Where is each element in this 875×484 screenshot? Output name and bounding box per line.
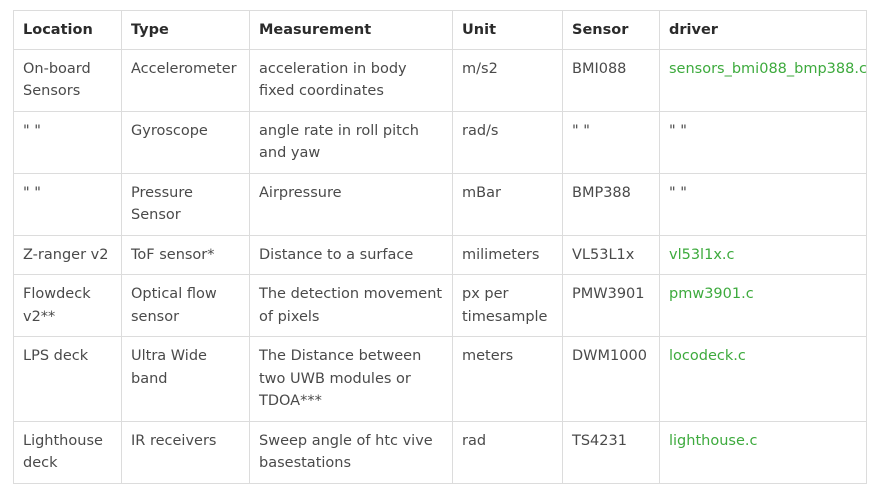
cell-measurement: Distance to a surface [249,234,453,275]
cell-unit: mBar [452,172,563,236]
cell-measurement: Airpressure [249,172,453,236]
driver-link-vl53l1x[interactable]: vl53l1x.c [669,246,735,263]
cell-driver: lighthouse.c [659,420,867,484]
header-measurement: Measurement [249,10,453,50]
cell-sensor: PMW3901 [562,274,660,337]
cell-sensor: DWM1000 [562,336,660,422]
cell-measurement: Sweep angle of htc vive basestations [249,420,453,484]
cell-type: Ultra Wide band [121,336,250,422]
header-type: Type [121,10,250,50]
cell-location: Z-ranger v2 [13,234,122,275]
cell-unit: rad/s [452,110,563,174]
table-row: Lighthouse deck IR receivers Sweep angle… [13,420,867,484]
cell-location: Lighthouse deck [13,420,122,484]
table-row: " " Gyroscope angle rate in roll pitch a… [13,110,867,174]
cell-sensor: VL53L1x [562,234,660,275]
header-location: Location [13,10,122,50]
table-row: Z-ranger v2 ToF sensor* Distance to a su… [13,234,867,275]
driver-link-locodeck[interactable]: locodeck.c [669,348,746,364]
cell-sensor: BMI088 [562,48,660,112]
cell-location: Flowdeck v2** [13,274,122,337]
cell-driver: locodeck.c [659,336,867,422]
cell-location: " " [13,110,122,174]
cell-driver: vl53l1x.c [659,234,867,275]
header-sensor: Sensor [562,10,660,50]
cell-measurement: acceleration in body fixed coordinates [249,48,453,112]
cell-unit: milimeters [452,234,563,275]
cell-unit: px per timesample [452,274,563,337]
cell-driver: sensors_bmi088_bmp388.c [659,48,867,112]
table-row: LPS deck Ultra Wide band The Distance be… [13,336,867,422]
cell-driver: pmw3901.c [659,274,867,337]
cell-type: Optical flow sensor [121,274,250,337]
cell-type: ToF sensor* [121,234,250,275]
cell-location: " " [13,172,122,236]
table-row: Flowdeck v2** Optical flow sensor The de… [13,274,867,337]
cell-type: Pressure Sensor [121,172,250,236]
cell-driver: " " [659,172,867,236]
cell-location: On-board Sensors [13,48,122,112]
driver-link-pmw3901[interactable]: pmw3901.c [669,286,754,302]
cell-sensor: BMP388 [562,172,660,236]
cell-unit: meters [452,336,563,422]
cell-unit: m/s2 [452,48,563,112]
cell-type: IR receivers [121,420,250,484]
cell-type: Gyroscope [121,110,250,174]
header-driver: driver [659,10,867,50]
cell-sensor: " " [562,110,660,174]
driver-link-sensors-bmi088-bmp388[interactable]: sensors_bmi088_bmp388.c [669,60,867,77]
table-row: " " Pressure Sensor Airpressure mBar BMP… [13,172,867,236]
cell-driver: " " [659,110,867,174]
cell-location: LPS deck [13,336,122,422]
cell-measurement: The detection movement of pixels [249,274,453,337]
cell-measurement: The Distance between two UWB modules or … [249,336,453,422]
table-row: On-board Sensors Accelerometer accelerat… [13,48,867,112]
driver-link-lighthouse[interactable]: lighthouse.c [669,432,758,449]
cell-unit: rad [452,420,563,484]
cell-sensor: TS4231 [562,420,660,484]
cell-type: Accelerometer [121,48,250,112]
table-header-row: Location Type Measurement Unit Sensor dr… [13,10,867,50]
sensor-table-container: Location Type Measurement Unit Sensor dr… [13,10,867,484]
header-unit: Unit [452,10,563,50]
cell-measurement: angle rate in roll pitch and yaw [249,110,453,174]
sensor-table: Location Type Measurement Unit Sensor dr… [13,10,867,484]
